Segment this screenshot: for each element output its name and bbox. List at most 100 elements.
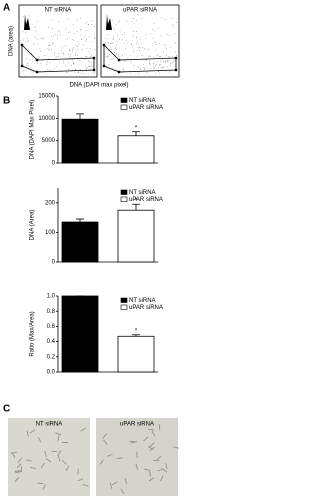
event-dot [111,59,112,61]
event-dot [105,56,107,57]
event-dot [169,46,171,48]
event-dot [112,39,114,40]
event-dot [75,54,76,56]
event-dot [70,54,72,55]
event-dot [87,23,89,25]
event-dot [30,66,32,68]
event-dot [113,37,114,39]
y-tick-label: 0 [52,260,56,266]
event-dot [136,36,137,38]
cell [14,470,22,472]
event-dot [59,30,60,32]
event-dot [22,70,24,72]
event-dot [59,61,60,63]
event-dot [118,19,120,21]
event-dot [79,69,81,70]
event-dot [108,50,110,52]
event-dot [139,50,140,52]
event-dot [140,55,142,56]
event-dot [110,42,112,44]
event-dot [174,43,176,44]
event-dot [153,23,155,24]
event-dot [112,43,113,44]
cell [135,463,139,470]
event-dot [33,26,35,28]
event-dot [117,41,119,43]
event-dot [148,61,150,63]
event-dot [113,27,115,29]
event-dot [166,55,167,56]
event-dot [29,59,31,60]
event-dot [68,54,70,55]
event-dot [72,39,73,40]
histogram-inset [21,14,33,30]
event-dot [166,48,167,50]
event-dot [76,20,78,22]
event-dot [35,30,36,31]
event-dot [43,37,45,38]
significance-mark: * [135,125,138,131]
event-dot [58,52,60,54]
event-dot [130,60,132,61]
cell [151,430,156,437]
event-dot [136,55,138,57]
event-dot [75,53,76,55]
error-bar [132,131,140,136]
event-dot [157,71,159,73]
event-dot [94,26,95,28]
event-dot [86,68,87,70]
event-dot [152,63,154,65]
event-dot [58,55,60,57]
cell [42,484,46,490]
event-dot [63,53,64,55]
event-dot [107,34,108,36]
event-dot [26,41,28,42]
event-dot [160,67,162,69]
scatter-frame [18,4,98,78]
event-dot [136,41,138,43]
event-dot [94,36,95,38]
event-dot [34,26,36,28]
cell [14,477,20,483]
event-dot [90,68,92,70]
event-dot [67,18,69,20]
event-dot [86,21,88,23]
event-dot [143,66,145,68]
cell [159,475,164,482]
y-tick-label: 100 [45,230,56,236]
event-dot [26,64,28,66]
event-dot [164,62,166,64]
y-axis-label: DNA (DAPI Max Pixel) [30,100,36,160]
event-dot [47,48,49,50]
event-dot [126,40,127,41]
event-dot [135,37,137,38]
event-dot [170,64,171,66]
event-dot [54,34,56,35]
event-dot [85,65,86,67]
event-dot [170,62,172,64]
event-dot [23,39,25,41]
gate-handle [35,58,39,62]
event-dot [59,34,61,35]
event-dot [22,31,24,33]
event-dot [150,56,151,58]
event-dot [160,35,162,37]
event-dot [66,72,68,74]
event-dot [153,30,155,32]
event-dot [112,58,114,60]
event-dot [77,46,78,47]
plot-title: NT siRNA [45,8,72,14]
event-dot [153,63,154,64]
event-dot [160,61,161,62]
event-dot [30,70,32,72]
event-dot [148,55,150,57]
legend-label: NT siRNA [129,98,156,104]
event-dot [158,65,160,67]
event-dot [51,70,53,71]
event-dot [28,65,29,66]
event-dot [121,72,123,73]
event-dot [157,53,159,55]
figure: A B C NT siRNA uPAR siRNA DNA (area) DNA… [3,3,180,496]
cell [10,451,18,454]
event-dot [74,33,76,34]
